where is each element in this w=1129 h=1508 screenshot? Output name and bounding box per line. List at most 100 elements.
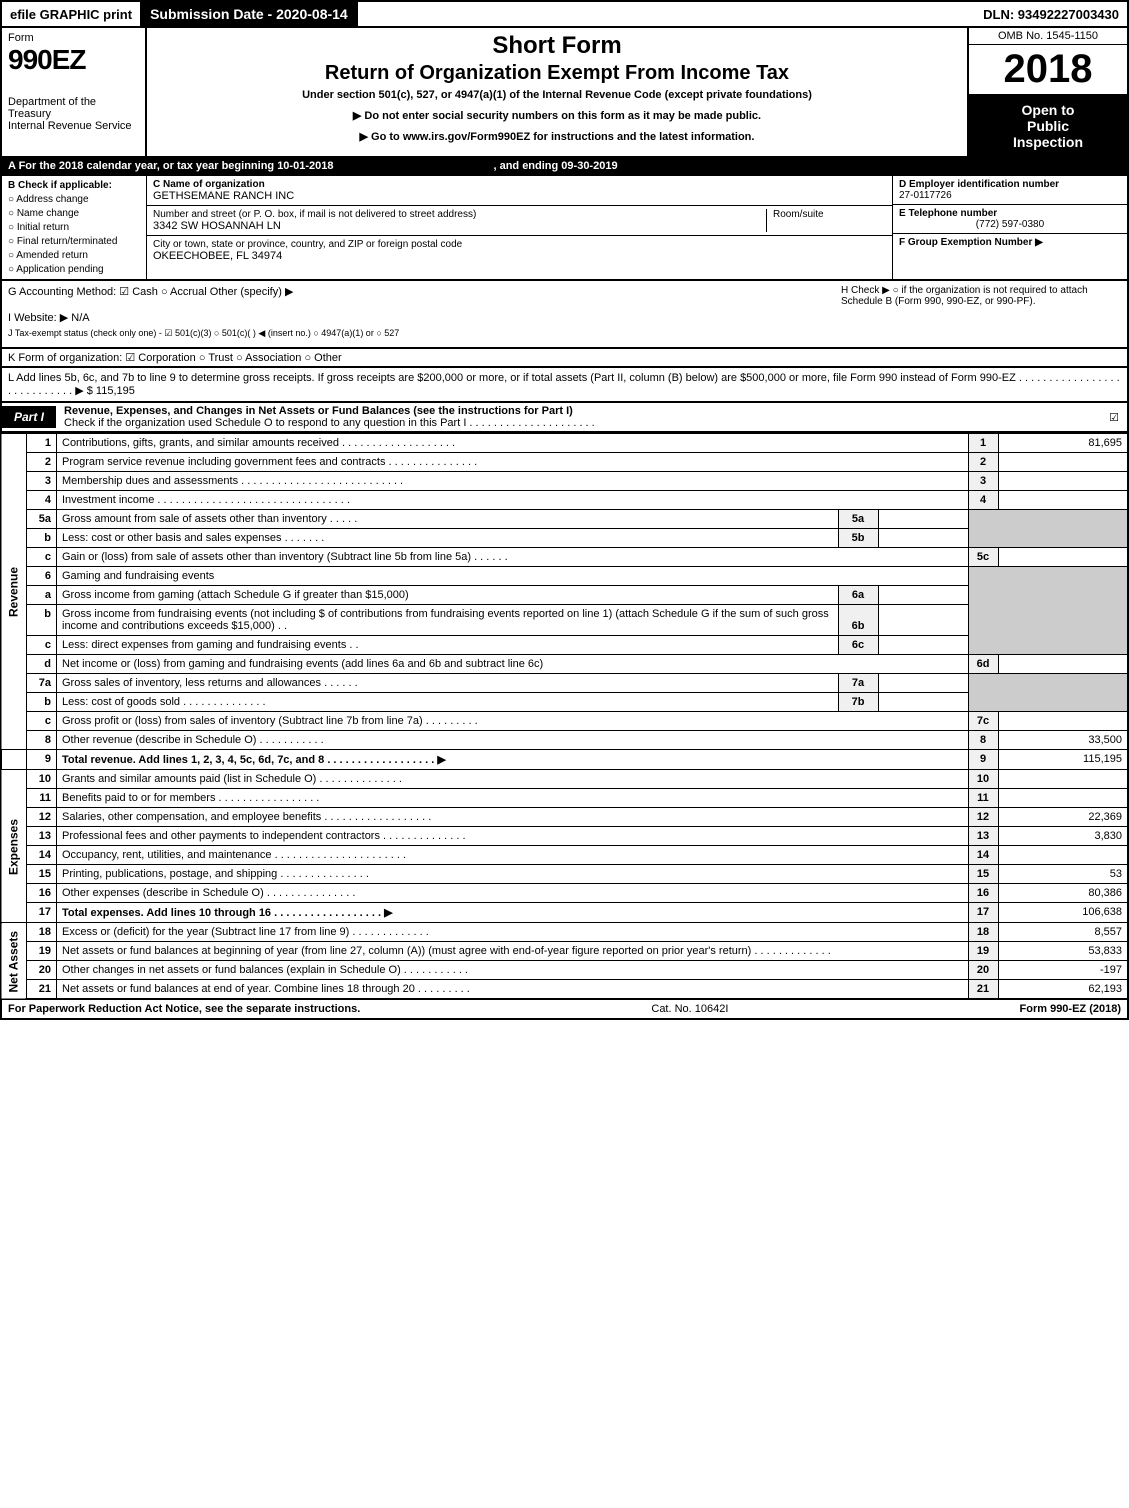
r6b-sv <box>878 605 968 636</box>
ssn-warning: ▶ Do not enter social security numbers o… <box>155 109 959 122</box>
row-7b: b Less: cost of goods sold . . . . . . .… <box>1 693 1128 712</box>
r18-v: 8,557 <box>998 923 1128 942</box>
r21-ln: 21 <box>968 980 998 1000</box>
rev-end <box>1 750 27 770</box>
line-k: K Form of organization: ☑ Corporation ○ … <box>8 351 1121 364</box>
row-16: 16 Other expenses (describe in Schedule … <box>1 884 1128 903</box>
r16-n: 16 <box>27 884 57 903</box>
r6d-v <box>998 655 1128 674</box>
r6c-d: Less: direct expenses from gaming and fu… <box>57 636 839 655</box>
r5b-sv <box>878 529 968 548</box>
row-13: 13 Professional fees and other payments … <box>1 827 1128 846</box>
section-b: B Check if applicable: Address change Na… <box>2 176 147 279</box>
dln-label: DLN: 93492227003430 <box>975 5 1127 24</box>
r18-d: Excess or (deficit) for the year (Subtra… <box>57 923 969 942</box>
e-phone: E Telephone number (772) 597-0380 <box>893 205 1127 234</box>
r15-n: 15 <box>27 865 57 884</box>
r7c-d: Gross profit or (loss) from sales of inv… <box>57 712 969 731</box>
r2-d: Program service revenue including govern… <box>57 453 969 472</box>
r7c-ln: 7c <box>968 712 998 731</box>
r13-d: Professional fees and other payments to … <box>57 827 969 846</box>
r6d-ln: 6d <box>968 655 998 674</box>
under-section: Under section 501(c), 527, or 4947(a)(1)… <box>155 89 959 101</box>
netassets-label: Net Assets <box>1 923 27 1000</box>
r13-n: 13 <box>27 827 57 846</box>
r3-v <box>998 472 1128 491</box>
line-l: L Add lines 5b, 6c, and 7b to line 9 to … <box>0 368 1129 403</box>
r6c-n: c <box>27 636 57 655</box>
row-15: 15 Printing, publications, postage, and … <box>1 865 1128 884</box>
part1-tab: Part I <box>2 406 56 428</box>
r6b-n: b <box>27 605 57 636</box>
part1-sub: Check if the organization used Schedule … <box>64 417 595 429</box>
dept-irs: Internal Revenue Service <box>8 120 139 132</box>
room-suite: Room/suite <box>766 209 886 232</box>
r1-d: Contributions, gifts, grants, and simila… <box>57 434 969 453</box>
f-group: F Group Exemption Number ▶ <box>893 234 1127 279</box>
r7b-n: b <box>27 693 57 712</box>
r6d-n: d <box>27 655 57 674</box>
r20-d: Other changes in net assets or fund bala… <box>57 961 969 980</box>
row-6: 6 Gaming and fundraising events <box>1 567 1128 586</box>
addr-value: 3342 SW HOSANNAH LN <box>153 220 766 232</box>
r7a-n: 7a <box>27 674 57 693</box>
part1-header: Part I Revenue, Expenses, and Changes in… <box>0 403 1129 433</box>
r16-d: Other expenses (describe in Schedule O) … <box>57 884 969 903</box>
r5c-n: c <box>27 548 57 567</box>
f-label: F Group Exemption Number ▶ <box>899 237 1121 248</box>
r2-v <box>998 453 1128 472</box>
shade-5 <box>968 510 1128 548</box>
r16-v: 80,386 <box>998 884 1128 903</box>
row-17: 17 Total expenses. Add lines 10 through … <box>1 903 1128 923</box>
r6a-n: a <box>27 586 57 605</box>
r9-n: 9 <box>27 750 57 770</box>
r5c-v <box>998 548 1128 567</box>
expenses-label: Expenses <box>1 770 27 923</box>
c-label: C Name of organization <box>153 179 265 190</box>
dept-treasury: Department of the Treasury <box>8 96 139 120</box>
short-form-title: Short Form <box>155 32 959 60</box>
r1-ln: 1 <box>968 434 998 453</box>
r17-d: Total expenses. Add lines 10 through 16 … <box>57 903 969 923</box>
line-h: H Check ▶ ○ if the organization is not r… <box>841 285 1121 307</box>
main-title: Return of Organization Exempt From Incom… <box>155 62 959 85</box>
r1-v: 81,695 <box>998 434 1128 453</box>
r6b-sn: 6b <box>838 605 878 636</box>
header-center: Short Form Return of Organization Exempt… <box>147 28 967 156</box>
r7c-n: c <box>27 712 57 731</box>
form-header: Form 990EZ Department of the Treasury In… <box>0 28 1129 158</box>
row-6a: a Gross income from gaming (attach Sched… <box>1 586 1128 605</box>
r17-ln: 17 <box>968 903 998 923</box>
r11-v <box>998 789 1128 808</box>
r3-n: 3 <box>27 472 57 491</box>
row-1: Revenue 1 Contributions, gifts, grants, … <box>1 434 1128 453</box>
r15-ln: 15 <box>968 865 998 884</box>
period-end: , and ending 09-30-2019 <box>493 160 617 172</box>
r7a-d: Gross sales of inventory, less returns a… <box>57 674 839 693</box>
line-i: I Website: ▶ N/A <box>8 311 1121 324</box>
part1-checkbox: ☑ <box>1109 411 1127 424</box>
r7a-sn: 7a <box>838 674 878 693</box>
row-7a: 7a Gross sales of inventory, less return… <box>1 674 1128 693</box>
r8-d: Other revenue (describe in Schedule O) .… <box>57 731 969 750</box>
r6-d: Gaming and fundraising events <box>57 567 969 586</box>
r16-ln: 16 <box>968 884 998 903</box>
r10-v <box>998 770 1128 789</box>
r20-ln: 20 <box>968 961 998 980</box>
line-j: J Tax-exempt status (check only one) - ☑… <box>8 328 1121 339</box>
top-bar: efile GRAPHIC print Submission Date - 20… <box>0 0 1129 28</box>
r9-ln: 9 <box>968 750 998 770</box>
r18-ln: 18 <box>968 923 998 942</box>
omb-number: OMB No. 1545-1150 <box>969 28 1127 45</box>
r15-d: Printing, publications, postage, and shi… <box>57 865 969 884</box>
r5a-sn: 5a <box>838 510 878 529</box>
row-14: 14 Occupancy, rent, utilities, and maint… <box>1 846 1128 865</box>
r21-v: 62,193 <box>998 980 1128 1000</box>
r9-d: Total revenue. Add lines 1, 2, 3, 4, 5c,… <box>57 750 969 770</box>
d-label: D Employer identification number <box>899 179 1121 190</box>
r5b-sn: 5b <box>838 529 878 548</box>
insp-2: Public <box>973 118 1123 134</box>
r5a-d: Gross amount from sale of assets other t… <box>57 510 839 529</box>
footer-left: For Paperwork Reduction Act Notice, see … <box>8 1003 360 1015</box>
chk-amended: Amended return <box>8 250 140 261</box>
